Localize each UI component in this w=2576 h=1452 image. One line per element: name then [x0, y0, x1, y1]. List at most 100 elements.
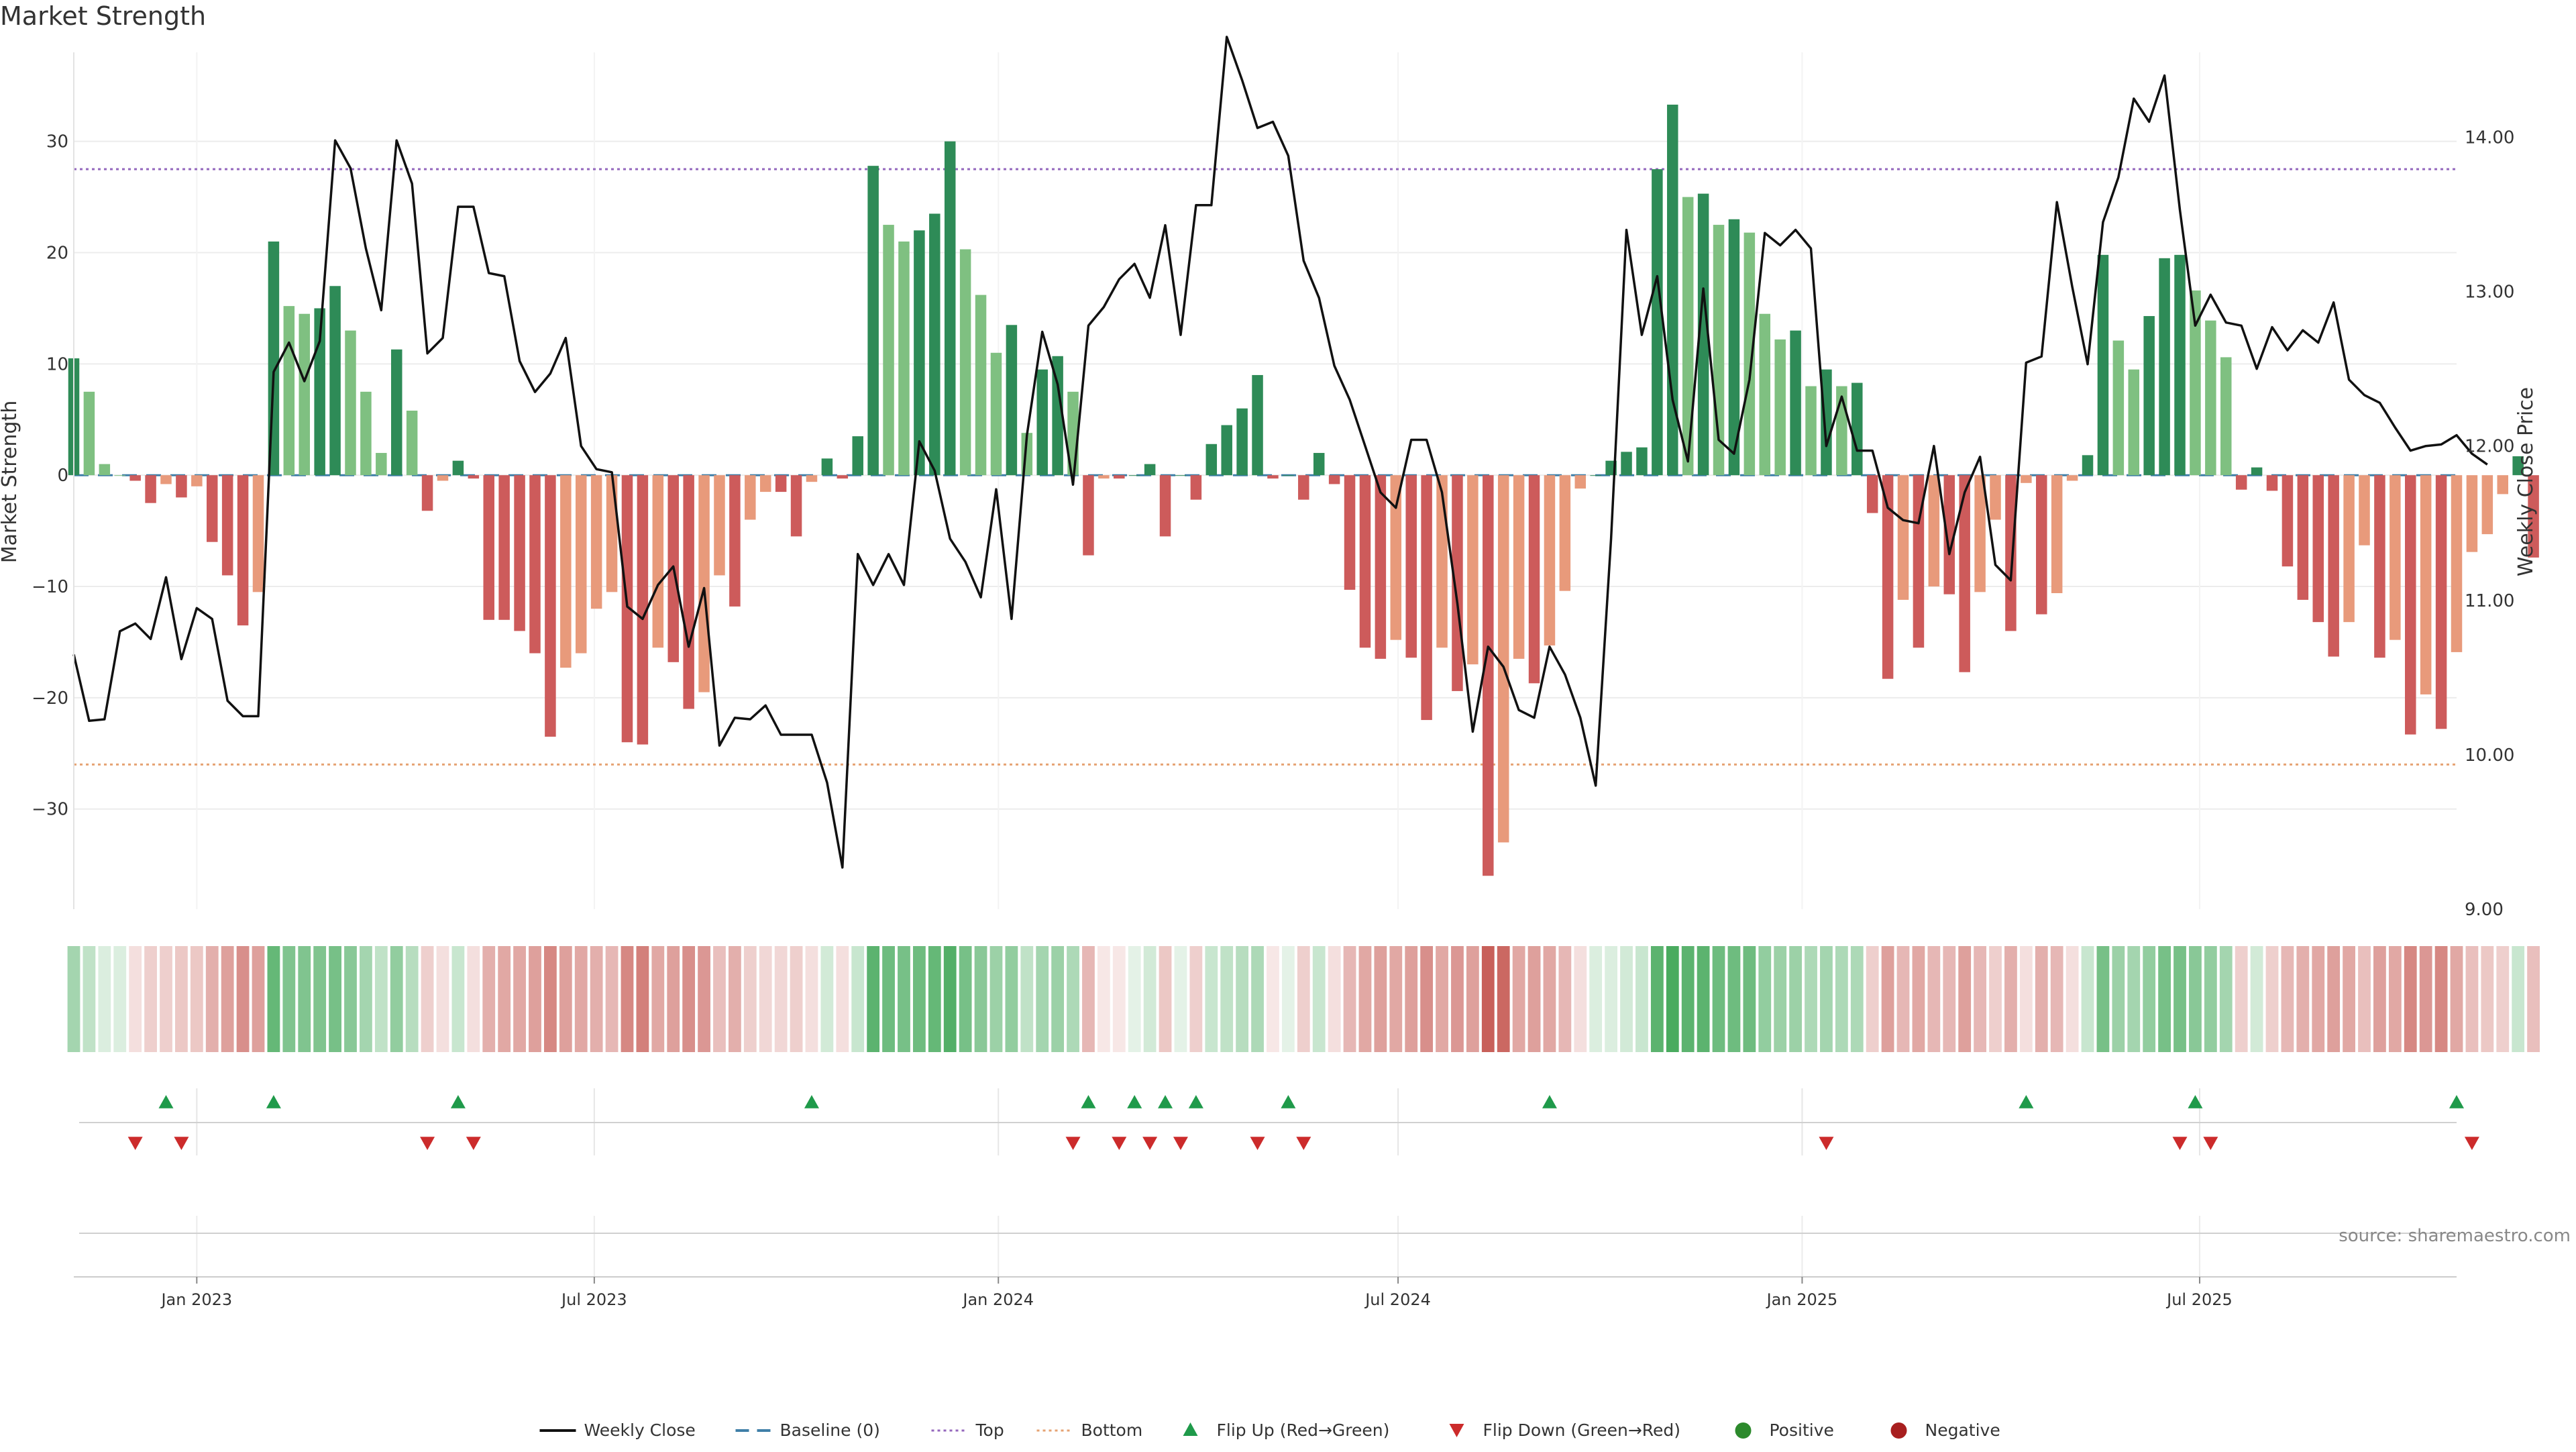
strip-cell [1958, 946, 1972, 1052]
strip-cell [2373, 946, 2386, 1052]
x-tick-label: Jan 2023 [160, 1290, 232, 1309]
strength-bar [652, 475, 664, 648]
flip-down-marker [1173, 1137, 1188, 1150]
strength-bar [390, 349, 402, 476]
strength-bar [1328, 475, 1340, 484]
strength-bar [2082, 455, 2094, 476]
strength-bar [1344, 475, 1356, 590]
strength-bar [944, 141, 956, 476]
flip-down-marker [127, 1137, 143, 1150]
strip-cell [1497, 946, 1510, 1052]
strip-cell [2127, 946, 2141, 1052]
strip-cell [1543, 946, 1556, 1052]
strip-cell [2204, 946, 2217, 1052]
strip-cell [1174, 946, 1187, 1052]
strip-cell [2343, 946, 2355, 1052]
strength-bar [1175, 475, 1187, 476]
strip-cell [1666, 946, 1679, 1052]
strip-cell [1697, 946, 1710, 1052]
strip-cell [1989, 946, 2002, 1052]
strength-bar [1574, 475, 1587, 489]
strip-cell [529, 946, 541, 1052]
strip-cell [1512, 946, 1525, 1052]
x-tick-label: Jan 2024 [961, 1290, 1034, 1309]
strength-bar [2466, 475, 2478, 552]
strip-cell [451, 946, 465, 1052]
strip-cell [360, 946, 372, 1052]
strip-cell [1820, 946, 1833, 1052]
strength-bar [1390, 475, 1402, 640]
flip-up-marker [1281, 1095, 1296, 1108]
strength-bar [1528, 475, 1540, 684]
strip-cell [236, 946, 250, 1052]
strip-cell [713, 946, 726, 1052]
strength-bar [421, 475, 433, 511]
strength-bar [406, 411, 418, 476]
strength-bar [529, 475, 541, 654]
legend-swatch-dot [1735, 1422, 1752, 1439]
strength-bar [345, 330, 356, 476]
strength-bar [1221, 425, 1232, 476]
strip-cell [1927, 946, 1941, 1052]
strength-bar [1728, 219, 1740, 476]
flip-down-marker [420, 1137, 435, 1150]
x-tick-label: Jan 2025 [1766, 1290, 1838, 1309]
strength-bar [2420, 475, 2432, 694]
strength-bar [590, 475, 602, 609]
strength-bar [2097, 254, 2109, 476]
strength-bar [1405, 475, 1417, 658]
strength-bar [360, 391, 372, 476]
strength-bar [1774, 339, 1786, 476]
strip-cell [1805, 946, 1817, 1052]
strength-bar [698, 475, 710, 692]
strip-cell [2174, 946, 2186, 1052]
strength-bar [2266, 475, 2278, 491]
strip-cell [344, 946, 357, 1052]
strength-bar [2220, 357, 2232, 476]
y-tick-label-right: 12.00 [2465, 437, 2514, 457]
strength-bar [191, 475, 203, 486]
strip-cell [943, 946, 957, 1052]
flip-up-marker [2188, 1095, 2203, 1108]
strength-bar [129, 475, 141, 481]
strength-bar [1006, 325, 1018, 476]
strip-cell [1727, 946, 1741, 1052]
strip-cell [436, 946, 449, 1052]
strip-cell [2419, 946, 2432, 1052]
strength-bar [2190, 290, 2201, 476]
strip-cell [2450, 946, 2463, 1052]
strength-bar [1682, 197, 1694, 476]
strength-bar [1452, 475, 1463, 691]
strip-cell [2527, 946, 2540, 1052]
strength-bar [1236, 408, 1248, 476]
strength-bar [1144, 464, 1156, 476]
x-tick-label: Jul 2024 [1364, 1290, 1431, 1309]
flip-markers [79, 1095, 2479, 1234]
strip-cell [959, 946, 972, 1052]
strip-cell [1527, 946, 1541, 1052]
strength-bar [852, 436, 863, 476]
strength-bar [2143, 316, 2155, 476]
strength-bar [437, 475, 449, 481]
strength-bar [1790, 330, 1801, 476]
strip-cell [98, 946, 111, 1052]
strength-bar [1159, 475, 1171, 537]
legend-label: Baseline (0) [780, 1420, 880, 1440]
strip-cell [2465, 946, 2479, 1052]
strength-bar [837, 475, 849, 479]
strip-cell [1835, 946, 1848, 1052]
strength-bar [1974, 475, 1986, 592]
strength-bar [1083, 475, 1094, 556]
strip-cell [129, 946, 142, 1052]
strip-cell [636, 946, 649, 1052]
strip-cell [1312, 946, 1326, 1052]
strip-cell [221, 946, 234, 1052]
strip-cell [1067, 946, 1079, 1052]
strength-bar [252, 475, 264, 592]
strip-cell [2004, 946, 2017, 1052]
legend-label: Positive [1770, 1420, 1834, 1440]
strength-bar [806, 475, 818, 482]
flip-down-marker [1819, 1137, 1834, 1150]
strip-cell [790, 946, 803, 1052]
strip-cell [2312, 946, 2325, 1052]
